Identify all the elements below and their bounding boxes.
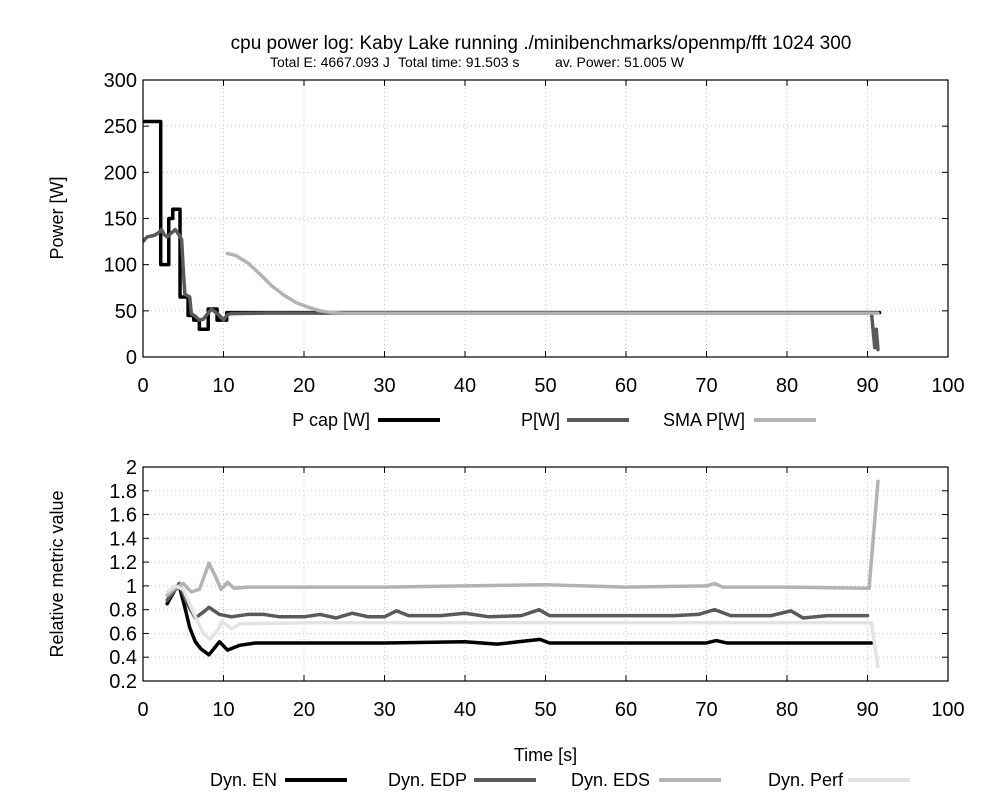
legend-label-p-w: P[W] [521, 410, 560, 430]
average-power-label: av. Power: 51.005 W [555, 54, 685, 70]
metric-x-tick-label: 50 [534, 699, 556, 721]
metric-y-axis-title: Relative metric value [47, 490, 67, 657]
metric-y-tick-label: 0.2 [109, 671, 137, 693]
power-x-tick-label: 10 [212, 375, 234, 397]
metric-y-tick-label: 1.4 [109, 528, 137, 550]
metric-series-dyn-perf [165, 584, 880, 669]
metric-x-tick-label: 30 [373, 699, 395, 721]
metric-y-tick-label: 0.4 [109, 647, 137, 669]
power-y-tick-label: 50 [115, 301, 137, 323]
power-y-axis-title: Power [W] [47, 176, 67, 259]
legend-label-p-cap-w: P cap [W] [292, 410, 370, 430]
power-x-tick-label: 40 [454, 375, 476, 397]
metric-x-tick-label: 90 [856, 699, 878, 721]
power-series-sma-p-w [225, 251, 880, 315]
power-y-tick-label: 100 [104, 255, 137, 277]
metric-x-tick-label: 10 [212, 699, 234, 721]
metric-x-tick-label: 70 [695, 699, 717, 721]
power-y-tick-label: 300 [104, 70, 137, 92]
power-x-tick-label: 80 [776, 375, 798, 397]
power-x-tick-label: 0 [137, 375, 148, 397]
metric-x-tick-label: 60 [615, 699, 637, 721]
metric-x-tick-label: 40 [454, 699, 476, 721]
metric-series-dyn-edp [165, 581, 870, 620]
metric-y-tick-label: 1 [126, 576, 137, 598]
power-y-tick-label: 200 [104, 162, 137, 184]
power-y-tick-label: 0 [126, 347, 137, 369]
power-series-p-cap-w [143, 119, 882, 332]
power-x-tick-label: 20 [293, 375, 315, 397]
metric-x-tick-label: 100 [931, 699, 964, 721]
legend-label-sma-p-w: SMA P[W] [663, 410, 745, 430]
metric-y-tick-label: 0.6 [109, 623, 137, 645]
power-x-tick-label: 50 [534, 375, 556, 397]
legend-label-dyn-eds: Dyn. EDS [571, 770, 650, 790]
power-x-tick-label: 70 [695, 375, 717, 397]
metric-x-axis-title: Time [s] [514, 745, 577, 765]
power-x-tick-label: 100 [931, 375, 964, 397]
total-time-label: Total time: 91.503 s [398, 54, 519, 70]
legend-label-dyn-en: Dyn. EN [210, 770, 277, 790]
metric-x-tick-label: 20 [293, 699, 315, 721]
power-x-tick-label: 30 [373, 375, 395, 397]
metric-x-tick-label: 0 [137, 699, 148, 721]
metric-y-tick-label: 2 [126, 457, 137, 479]
metric-plot-frame [142, 466, 949, 682]
metric-y-tick-label: 1.6 [109, 505, 137, 527]
metric-y-tick-label: 1.8 [109, 481, 137, 503]
legend-label-dyn-edp: Dyn. EDP [388, 770, 467, 790]
power-plot: 0 10 20 30 40 50 60 70 80 90 100 0 50 100 150 200 250 300… [47, 70, 965, 430]
legend-label-dyn-perf: Dyn. Perf [768, 770, 844, 790]
chart-title: cpu power log: Kaby Lake running ./minib… [231, 33, 852, 54]
relative-metric-plot: 0 10 20 30 40 50 60 70 80 90 1000.20.40.60.811.21.… [47, 457, 965, 790]
metric-y-tick-label: 0.8 [109, 600, 137, 622]
metric-series-dyn-en [165, 584, 874, 657]
metric-x-tick-label: 80 [776, 699, 798, 721]
power-x-tick-label: 60 [615, 375, 637, 397]
power-y-tick-label: 150 [104, 209, 137, 231]
power-plot-frame [142, 79, 949, 358]
power-x-tick-label: 90 [856, 375, 878, 397]
metric-y-tick-label: 1.2 [109, 552, 137, 574]
power-series-p-w [143, 227, 880, 352]
total-energy-label: Total E: 4667.093 J [270, 54, 390, 70]
metric-series-dyn-eds [165, 479, 880, 598]
power-y-tick-label: 250 [104, 116, 137, 138]
